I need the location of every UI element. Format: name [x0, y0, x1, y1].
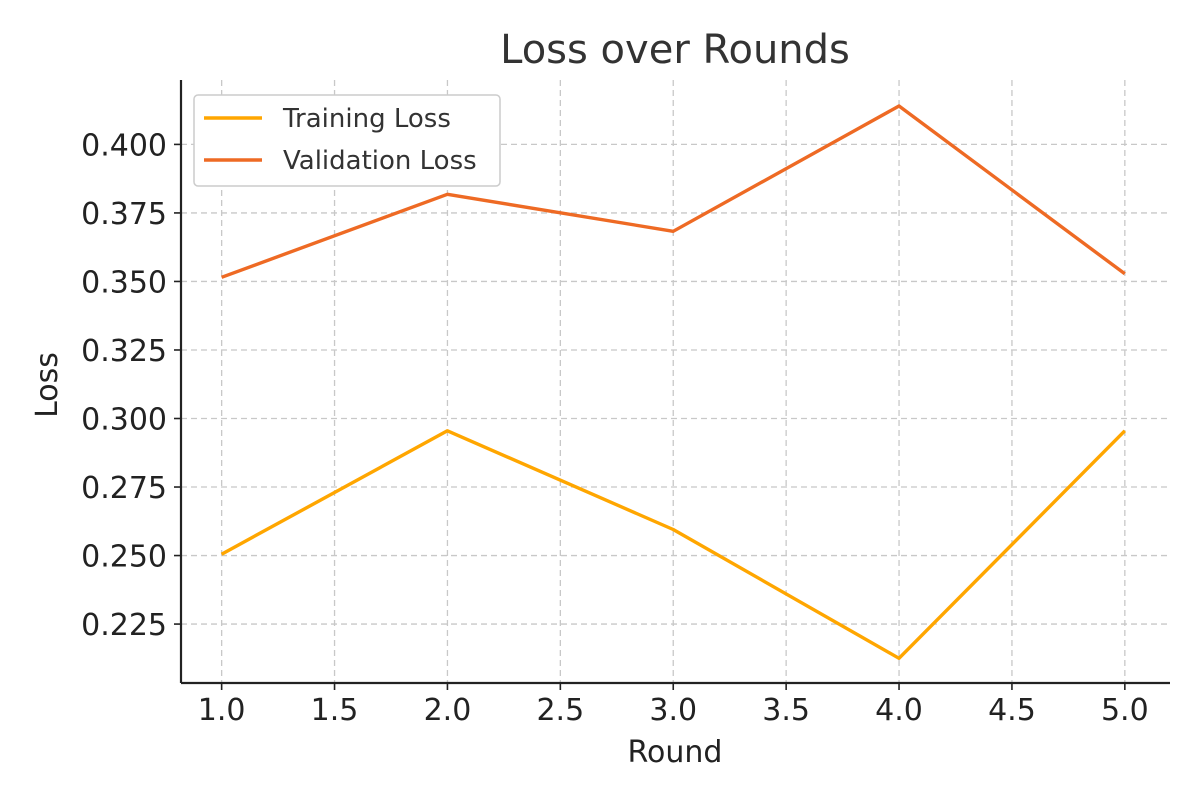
- x-tick-label: 1.0: [198, 693, 246, 728]
- axes: [179, 80, 1170, 685]
- x-axis-label: Round: [628, 735, 723, 770]
- y-tick-label: 0.225: [81, 608, 167, 643]
- x-tick-label: 2.5: [536, 693, 584, 728]
- legend: Training Loss Validation Loss: [193, 94, 501, 187]
- x-tick-label: 3.0: [649, 693, 697, 728]
- x-tick-label: 1.5: [311, 693, 359, 728]
- legend-box: [193, 94, 501, 187]
- y-tick-label: 0.275: [81, 471, 167, 506]
- y-tick-label: 0.325: [81, 334, 167, 369]
- y-axis-label: Loss: [30, 352, 65, 418]
- validation-loss-line: [221, 104, 1126, 279]
- legend-label-training-loss: Training Loss: [282, 104, 451, 134]
- series-lines: [220, 104, 1127, 660]
- legend-label-validation-loss: Validation Loss: [283, 146, 477, 176]
- training-loss-line: [220, 429, 1127, 660]
- y-tick-label: 0.400: [81, 128, 167, 163]
- chart-title: Loss over Rounds: [500, 27, 850, 73]
- x-tick-label: 5.0: [1101, 693, 1149, 728]
- y-axis-ticks: 0.225 0.250 0.275 0.300 0.325 0.350 0.375 0.400: [81, 128, 181, 643]
- y-tick-label: 0.375: [81, 197, 167, 232]
- x-tick-label: 4.0: [875, 693, 923, 728]
- x-tick-label: 4.5: [988, 693, 1036, 728]
- y-tick-label: 0.350: [81, 265, 167, 300]
- x-tick-label: 2.0: [424, 693, 472, 728]
- x-axis-ticks: 1.0 1.5 2.0 2.5 3.0 3.5 4.0 4.5 5.0: [198, 683, 1149, 728]
- x-tick-label: 3.5: [762, 693, 810, 728]
- y-tick-label: 0.250: [81, 540, 167, 575]
- y-tick-label: 0.300: [81, 403, 167, 438]
